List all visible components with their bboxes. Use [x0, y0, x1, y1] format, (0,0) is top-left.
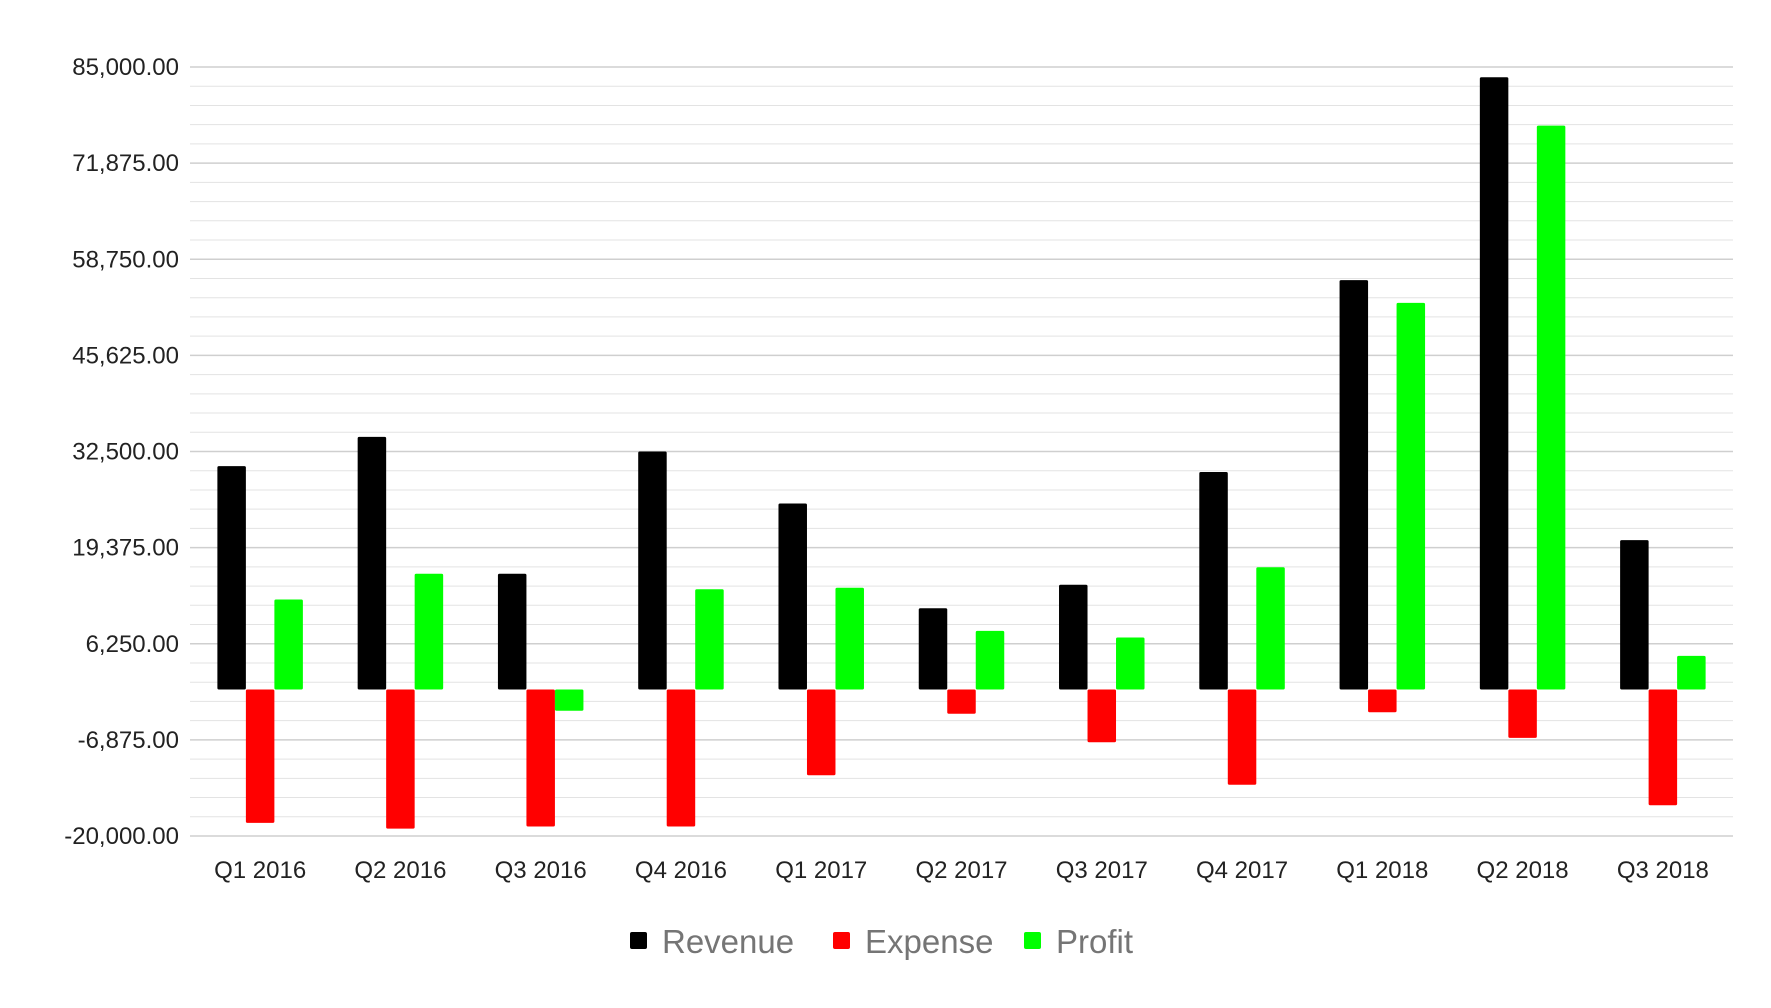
- bar-profit-q4-2016: [695, 589, 724, 690]
- legend-label-revenue: Revenue: [662, 923, 794, 960]
- y-tick-label: 71,875.00: [72, 150, 179, 177]
- bar-expense-q3-2018: [1648, 689, 1678, 806]
- legend-label-expense: Expense: [865, 923, 993, 960]
- legend-item-expense[interactable]: Expense: [833, 923, 993, 960]
- bar-profit-q1-2018: [1396, 302, 1426, 690]
- bar-profit-q2-2016: [414, 573, 444, 690]
- legend: Revenue Expense Profit: [630, 923, 1133, 960]
- bar-revenue-q1-2017: [778, 503, 807, 690]
- bar-expense-q2-2017: [947, 689, 976, 714]
- x-tick-label: Q2 2016: [354, 857, 446, 884]
- legend-swatch-expense: [833, 932, 850, 949]
- x-tick-label: Q3 2018: [1617, 857, 1709, 884]
- bar-profit-q2-2018: [1536, 125, 1566, 690]
- grid-lines: [190, 66, 1733, 837]
- legend-item-revenue[interactable]: Revenue: [630, 923, 794, 960]
- bar-expense-q1-2016: [245, 689, 275, 823]
- bar-revenue-q1-2016: [217, 466, 246, 690]
- bar-revenue-q3-2018: [1620, 540, 1649, 690]
- bar-expense-q3-2017: [1087, 689, 1117, 743]
- y-tick-label: 6,250.00: [86, 631, 179, 658]
- x-axis-ticks: Q1 2016 Q2 2016 Q3 2016 Q4 2016 Q1 2017 Q2 20…: [214, 857, 1709, 884]
- bar-revenue-q1-2018: [1339, 280, 1369, 690]
- legend-label-profit: Profit: [1056, 923, 1133, 960]
- y-tick-label: 19,375.00: [72, 535, 179, 562]
- bar-revenue-q4-2017: [1199, 472, 1228, 690]
- bar-expense-q4-2017: [1227, 689, 1257, 785]
- y-tick-label: 45,625.00: [72, 342, 179, 369]
- bars: [217, 77, 1706, 829]
- bar-expense-q3-2016: [526, 689, 555, 827]
- bar-expense-q2-2016: [386, 689, 415, 829]
- y-tick-label: 85,000.00: [72, 54, 179, 81]
- bar-profit-q1-2016: [274, 599, 303, 690]
- legend-swatch-revenue: [630, 932, 647, 949]
- bar-profit-q3-2018: [1677, 655, 1706, 690]
- legend-item-profit[interactable]: Profit: [1024, 923, 1133, 960]
- bar-expense-q1-2017: [806, 689, 836, 776]
- bar-profit-q3-2016: [554, 689, 584, 711]
- bar-profit-q3-2017: [1116, 637, 1145, 690]
- x-tick-label: Q2 2017: [915, 857, 1007, 884]
- bar-revenue-q4-2016: [638, 451, 667, 690]
- x-tick-label: Q1 2018: [1336, 857, 1428, 884]
- y-tick-label: 32,500.00: [72, 439, 179, 466]
- bar-profit-q1-2017: [835, 587, 864, 690]
- bar-revenue-q3-2017: [1059, 584, 1088, 690]
- y-axis-ticks: 85,000.00 71,875.00 58,750.00 45,625.00 32,5…: [64, 54, 179, 850]
- x-tick-label: Q1 2017: [775, 857, 867, 884]
- legend-swatch-profit: [1024, 932, 1041, 949]
- x-tick-label: Q1 2016: [214, 857, 306, 884]
- bar-expense-q2-2018: [1508, 689, 1537, 738]
- y-tick-label: 58,750.00: [72, 246, 179, 273]
- bar-revenue-q2-2018: [1479, 77, 1509, 690]
- bar-expense-q1-2018: [1368, 689, 1397, 713]
- x-tick-label: Q4 2017: [1196, 857, 1288, 884]
- x-tick-label: Q2 2018: [1477, 857, 1569, 884]
- x-tick-label: Q3 2017: [1056, 857, 1148, 884]
- bar-profit-q2-2017: [975, 630, 1005, 690]
- bar-revenue-q3-2016: [497, 573, 527, 690]
- bar-revenue-q2-2016: [357, 436, 387, 690]
- y-tick-label: -20,000.00: [64, 823, 179, 850]
- bar-profit-q4-2017: [1256, 567, 1285, 690]
- x-tick-label: Q3 2016: [495, 857, 587, 884]
- bar-expense-q4-2016: [666, 689, 696, 827]
- x-tick-label: Q4 2016: [635, 857, 727, 884]
- bar-revenue-q2-2017: [918, 608, 948, 690]
- y-tick-label: -6,875.00: [78, 727, 179, 754]
